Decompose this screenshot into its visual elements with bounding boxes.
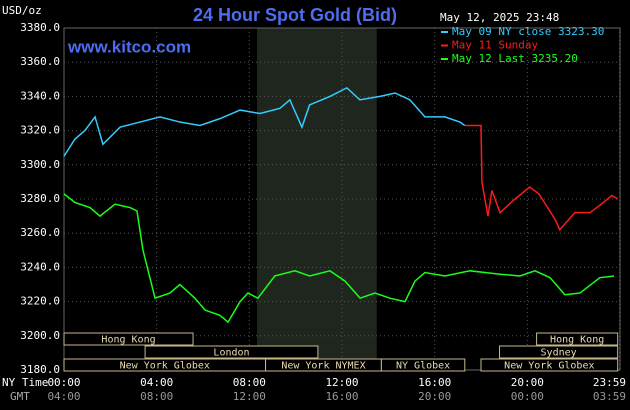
- y-tick-label: 3240.0: [20, 260, 60, 273]
- x-tick-label: 23:59: [593, 376, 626, 389]
- session-bar: [63, 332, 194, 346]
- x2-axis-label: GMT: [10, 390, 30, 403]
- x-axis-label: NY Time: [2, 376, 48, 389]
- session-label: New York Globex: [120, 361, 210, 372]
- x2-tick-label: 03:59: [593, 390, 626, 403]
- session-label: New York NYMEX: [281, 361, 365, 372]
- y-tick-label: 3320.0: [20, 124, 60, 137]
- y-tick-label: 3380.0: [20, 21, 60, 34]
- series-line: [464, 124, 619, 232]
- session-label: London: [213, 348, 249, 359]
- session-label: Sydney: [541, 348, 577, 359]
- unit-label: USD/oz: [2, 4, 42, 17]
- x2-tick-label: 04:00: [47, 390, 80, 403]
- x-tick-label: 20:00: [511, 376, 544, 389]
- y-tick-label: 3260.0: [20, 226, 60, 239]
- legend-label: May 09 NY close 3323.30: [452, 25, 604, 38]
- session-bar: [536, 332, 619, 346]
- timestamp: May 12, 2025 23:48: [440, 11, 559, 24]
- x-tick-label: 08:00: [233, 376, 266, 389]
- session-label: NY Globex: [396, 361, 450, 372]
- series-line: [63, 193, 615, 324]
- chart-title: 24 Hour Spot Gold (Bid): [193, 5, 397, 25]
- x2-tick-label: 12:00: [233, 390, 266, 403]
- session-bar: [499, 345, 619, 359]
- legend-label: May 12 Last 3235.20: [452, 52, 578, 65]
- x-tick-label: 04:00: [140, 376, 173, 389]
- session-bar: [480, 358, 619, 372]
- session-bar: [380, 358, 466, 372]
- website: www.kitco.com: [67, 37, 191, 56]
- y-tick-label: 3340.0: [20, 89, 60, 102]
- x2-tick-label: 08:00: [140, 390, 173, 403]
- y-tick-label: 3360.0: [20, 55, 60, 68]
- x2-tick-label: 20:00: [418, 390, 451, 403]
- session-label: New York Globex: [504, 361, 594, 372]
- y-tick-label: 3280.0: [20, 192, 60, 205]
- y-tick-label: 3180.0: [20, 363, 60, 376]
- y-tick-label: 3300.0: [20, 158, 60, 171]
- legend-label: May 11 Sunday: [452, 39, 538, 52]
- series-line: [63, 86, 466, 157]
- x2-tick-label: 00:00: [511, 390, 544, 403]
- x-tick-label: 16:00: [418, 376, 451, 389]
- session-label: Hong Kong: [550, 335, 604, 346]
- x-tick-label: 12:00: [325, 376, 358, 389]
- y-tick-label: 3200.0: [20, 329, 60, 342]
- session-bar: [144, 345, 319, 359]
- session-label: Hong Kong: [101, 335, 155, 346]
- y-tick-label: 3220.0: [20, 295, 60, 308]
- x2-tick-label: 16:00: [325, 390, 358, 403]
- x-tick-label: 00:00: [47, 376, 80, 389]
